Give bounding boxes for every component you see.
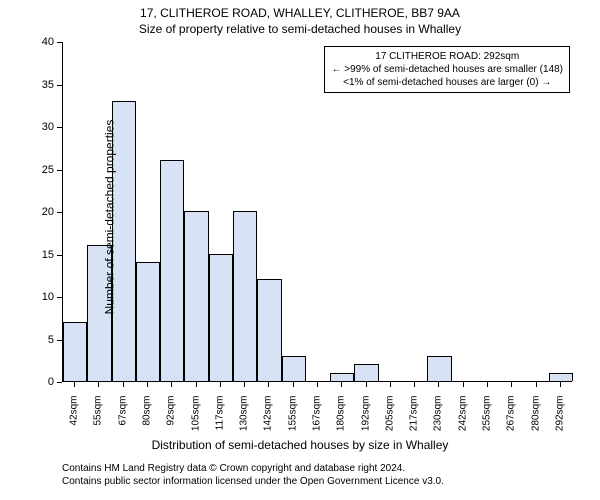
x-tick-mark xyxy=(171,382,172,387)
histogram-bar xyxy=(160,160,184,381)
x-tick-mark xyxy=(487,382,488,387)
y-tick-label: 0 xyxy=(34,376,54,388)
legend-line-2: ← >99% of semi-detached houses are small… xyxy=(331,63,563,76)
y-tick-mark xyxy=(57,382,62,383)
y-tick-label: 40 xyxy=(34,36,54,48)
histogram-bar xyxy=(257,279,281,381)
x-tick-mark xyxy=(268,382,269,387)
x-tick-mark xyxy=(341,382,342,387)
x-tick-mark xyxy=(463,382,464,387)
x-tick-mark xyxy=(536,382,537,387)
x-tick-mark xyxy=(293,382,294,387)
y-tick-mark xyxy=(57,255,62,256)
x-tick-mark xyxy=(390,382,391,387)
x-tick-mark xyxy=(244,382,245,387)
footer-line-1: Contains HM Land Registry data © Crown c… xyxy=(62,462,444,475)
x-tick-mark xyxy=(98,382,99,387)
y-tick-mark xyxy=(57,42,62,43)
x-tick-mark xyxy=(74,382,75,387)
legend-box: 17 CLITHEROE ROAD: 292sqm ← >99% of semi… xyxy=(324,46,570,93)
x-tick-mark xyxy=(438,382,439,387)
x-tick-mark xyxy=(220,382,221,387)
footer-line-2: Contains public sector information licen… xyxy=(62,475,444,488)
y-tick-label: 30 xyxy=(34,121,54,133)
y-tick-label: 5 xyxy=(34,334,54,346)
y-tick-mark xyxy=(57,85,62,86)
y-tick-mark xyxy=(57,297,62,298)
legend-line-3: <1% of semi-detached houses are larger (… xyxy=(331,76,563,89)
histogram-bar xyxy=(63,322,87,382)
y-tick-mark xyxy=(57,170,62,171)
histogram-bar xyxy=(354,364,378,381)
plot-area xyxy=(62,42,572,382)
y-tick-label: 15 xyxy=(34,249,54,261)
y-tick-mark xyxy=(57,127,62,128)
chart-title-sub: Size of property relative to semi-detach… xyxy=(0,22,600,36)
chart-title-main: 17, CLITHEROE ROAD, WHALLEY, CLITHEROE, … xyxy=(0,6,600,20)
y-tick-label: 25 xyxy=(34,164,54,176)
y-tick-label: 35 xyxy=(34,79,54,91)
x-axis-label: Distribution of semi-detached houses by … xyxy=(0,438,600,452)
x-tick-mark xyxy=(414,382,415,387)
histogram-bar xyxy=(427,356,451,382)
y-tick-label: 10 xyxy=(34,291,54,303)
y-tick-label: 20 xyxy=(34,206,54,218)
histogram-bar xyxy=(233,211,257,381)
x-tick-mark xyxy=(123,382,124,387)
x-tick-mark xyxy=(196,382,197,387)
x-tick-mark xyxy=(317,382,318,387)
legend-line-1: 17 CLITHEROE ROAD: 292sqm xyxy=(331,50,563,63)
x-tick-mark xyxy=(560,382,561,387)
histogram-bar xyxy=(184,211,208,381)
histogram-bar xyxy=(549,373,573,382)
x-tick-mark xyxy=(147,382,148,387)
histogram-bar xyxy=(209,254,233,382)
y-tick-mark xyxy=(57,340,62,341)
histogram-bar xyxy=(330,373,354,382)
x-tick-mark xyxy=(366,382,367,387)
x-tick-mark xyxy=(511,382,512,387)
y-axis-label: Number of semi-detached properties xyxy=(102,120,116,315)
chart-container: 17, CLITHEROE ROAD, WHALLEY, CLITHEROE, … xyxy=(0,0,600,500)
histogram-bar xyxy=(282,356,306,382)
footer-text: Contains HM Land Registry data © Crown c… xyxy=(62,462,444,488)
histogram-bar xyxy=(136,262,160,381)
y-tick-mark xyxy=(57,212,62,213)
